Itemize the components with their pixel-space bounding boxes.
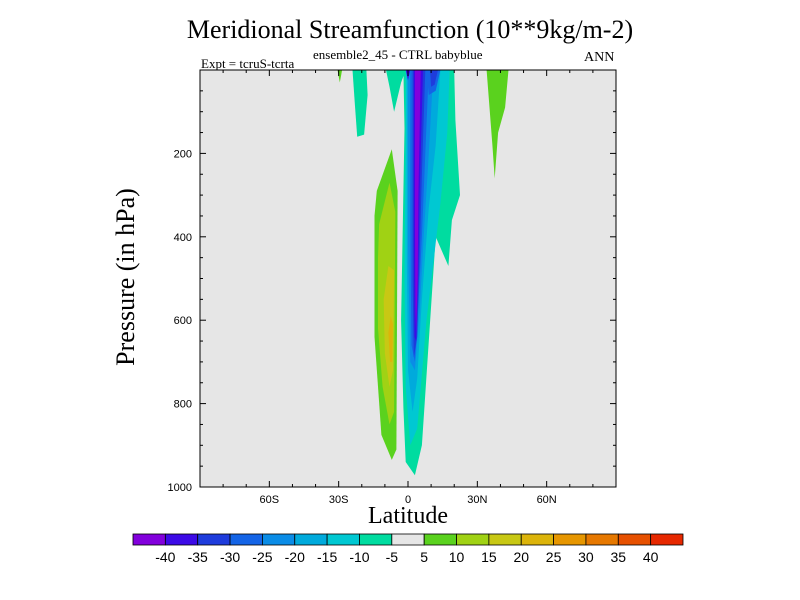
colorbar-label: -40 [155, 549, 175, 565]
colorbar-swatch-7 [359, 533, 393, 546]
colorbar-swatch-13 [553, 533, 587, 546]
contour-region-12 [430, 70, 438, 87]
colorbar-label: 30 [578, 549, 594, 565]
x-tick-label: 30S [329, 494, 349, 506]
colorbar-label: -15 [317, 549, 337, 565]
colorbar-swatch-0 [132, 533, 166, 546]
x-tick-label: 60N [537, 494, 557, 506]
colorbar-swatch-6 [326, 533, 360, 546]
colorbar-swatch-3 [229, 533, 263, 546]
x-tick-label: 60S [260, 494, 280, 506]
contour-region-2 [386, 70, 406, 112]
colorbar-swatch-1 [164, 533, 199, 546]
y-tick-label: 800 [174, 399, 192, 411]
colorbar-swatch-5 [294, 533, 328, 546]
colorbar-label: 35 [611, 549, 627, 565]
x-tick-label: 30N [467, 494, 487, 506]
colorbar-label: 25 [546, 549, 562, 565]
colorbar-swatch-4 [262, 533, 296, 546]
colorbar-label: 40 [643, 549, 659, 565]
season-label: ANN [584, 50, 615, 65]
axis-ticks: 60S 30S 0 30N 60N 200 400 600 800 1000 [168, 70, 616, 506]
colorbar-swatch-8 [391, 533, 425, 546]
colorbar-label: 20 [513, 549, 529, 565]
colorbar-swatch-16 [650, 533, 684, 546]
colorbar-label: -25 [252, 549, 272, 565]
x-tick-label: 0 [405, 494, 411, 506]
colorbar-swatch-9 [423, 533, 457, 546]
contour-region-17 [388, 316, 393, 362]
experiment-label: Expt = tcruS-tcrta [201, 56, 295, 71]
colorbar-label: -5 [386, 549, 399, 565]
colorbar-label: 5 [420, 549, 428, 565]
colorbar-swatch-11 [488, 533, 522, 546]
contour-fill-layer [337, 70, 509, 476]
x-axis-label: Latitude [368, 503, 448, 529]
colorbar-swatch-10 [456, 533, 490, 546]
colorbar-label: -10 [349, 549, 369, 565]
y-tick-label: 200 [174, 148, 192, 160]
colorbar-label: -20 [285, 549, 305, 565]
y-tick-label: 600 [174, 315, 192, 327]
y-tick-label: 1000 [168, 482, 192, 494]
colorbar-label: 10 [449, 549, 465, 565]
colorbar-swatch-12 [520, 533, 554, 546]
colorbar-label: -35 [188, 549, 208, 565]
chart-subtitle: ensemble2_45 - CTRL babyblue [313, 47, 483, 62]
colorbar: -40 -35 -30 -25 -20 -15 -10 -5 5 10 15 20 25 30 35 40 [132, 533, 684, 565]
colorbar-label: -30 [220, 549, 240, 565]
chart-title: Meridional Streamfunction (10**9kg/m-2) [186, 15, 634, 44]
contour-region-1 [352, 70, 368, 137]
colorbar-swatch-14 [585, 533, 619, 546]
colorbar-swatch-2 [197, 533, 231, 546]
colorbar-swatch-15 [617, 533, 652, 546]
contour-region-10 [414, 70, 421, 333]
y-tick-label: 400 [174, 232, 192, 244]
colorbar-label: 15 [481, 549, 497, 565]
contour-region-18 [486, 70, 509, 179]
